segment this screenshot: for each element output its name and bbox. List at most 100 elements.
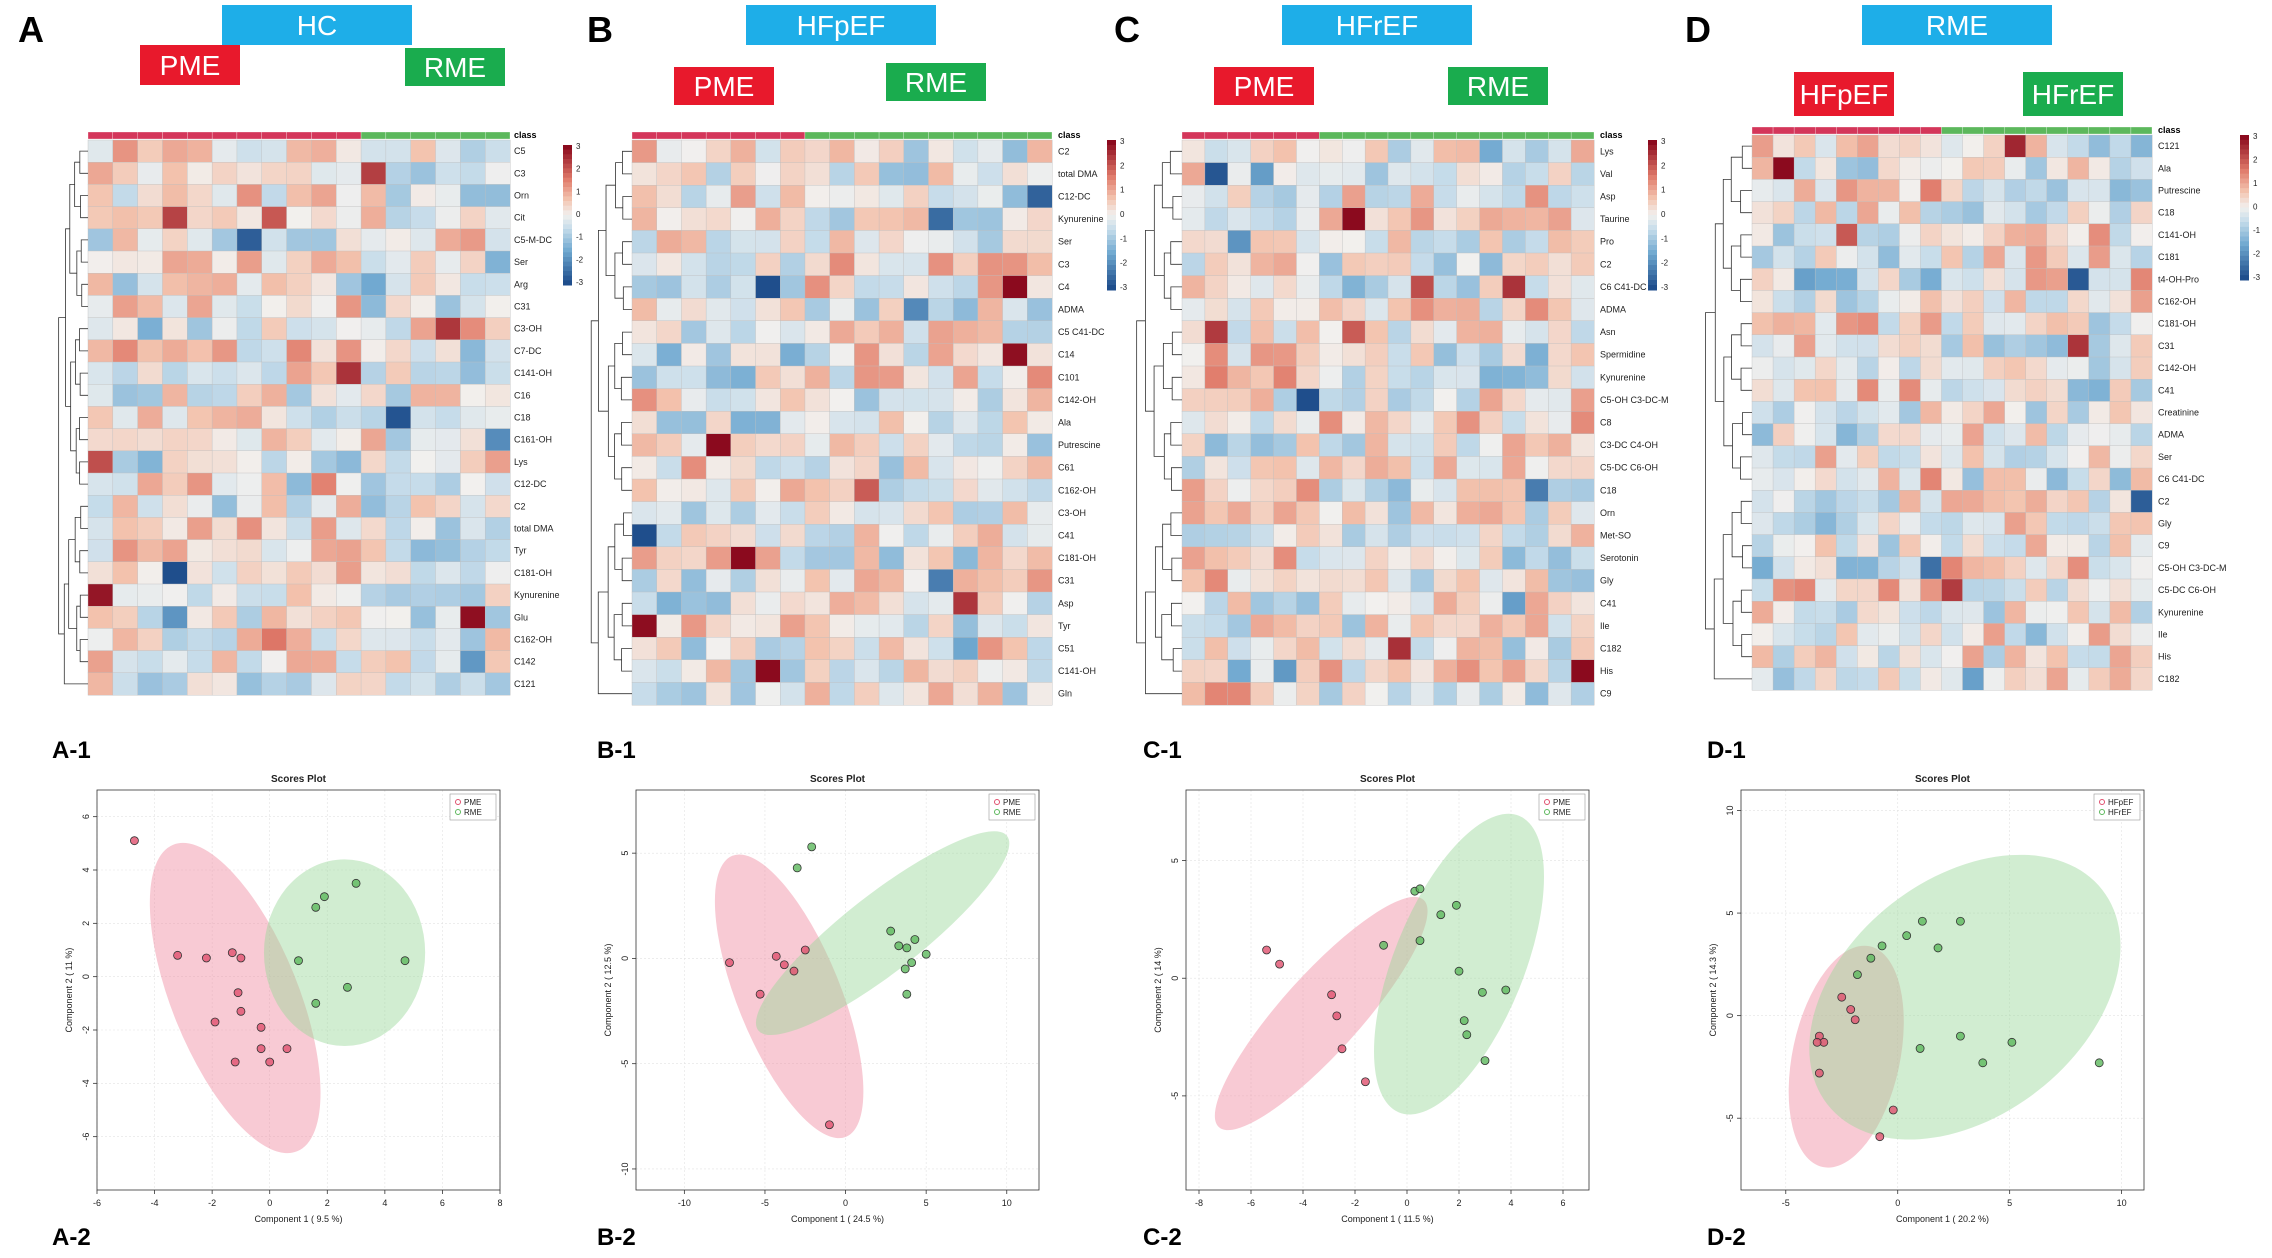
heatmap-cell xyxy=(1772,645,1795,669)
heatmap-cell xyxy=(952,433,979,457)
heatmap-cell xyxy=(705,433,732,457)
heatmap-cell xyxy=(2109,423,2132,447)
data-point xyxy=(1915,1044,1925,1053)
y-tick-label: 0 xyxy=(1725,1013,1735,1018)
heatmap-cell xyxy=(1525,139,1549,163)
heatmap-cell xyxy=(112,472,139,496)
heatmap-cell xyxy=(755,252,781,276)
heatmap-cell xyxy=(1204,501,1229,525)
class-cell xyxy=(1319,131,1343,140)
heatmap-cell xyxy=(854,637,880,661)
left-group-box xyxy=(1214,67,1314,105)
heatmap-cell xyxy=(1548,184,1572,209)
heatmap-cell xyxy=(1878,401,1900,424)
heatmap-cell xyxy=(903,252,929,276)
heatmap-cell xyxy=(311,406,337,429)
dendro-link xyxy=(1172,648,1182,672)
heatmap-cell xyxy=(1433,275,1458,299)
heatmap-cell xyxy=(1273,343,1297,367)
data-point xyxy=(265,1057,275,1067)
left-group-label: PME xyxy=(1234,71,1295,102)
heatmap-cell xyxy=(410,206,436,230)
heatmap-cell xyxy=(1273,433,1297,457)
heatmap-cell xyxy=(977,252,1003,276)
row-label: C4 xyxy=(1058,282,1070,292)
heatmap-cell xyxy=(2046,667,2069,691)
heatmap-cell xyxy=(460,450,486,474)
heatmap-cell xyxy=(1410,614,1435,638)
heatmap-cell xyxy=(1204,682,1229,706)
heatmap-cell xyxy=(829,478,855,502)
heatmap-cell xyxy=(755,343,781,367)
heatmap-cell xyxy=(2004,445,2027,469)
heatmap-cell xyxy=(1002,478,1028,502)
heatmap-cell xyxy=(952,637,979,661)
heatmap-cell xyxy=(261,428,287,452)
heatmap-cell xyxy=(1456,207,1480,231)
heatmap-cell xyxy=(878,162,905,186)
heatmap-cell xyxy=(1525,207,1549,231)
heatmap-cell xyxy=(928,230,954,254)
heatmap-cell xyxy=(1002,365,1028,389)
heatmap-cell xyxy=(1456,320,1480,344)
heatmap-cell xyxy=(1296,162,1320,186)
plot-title: Scores Plot xyxy=(1360,774,1416,785)
color-key-step xyxy=(1648,195,1657,201)
heatmap-cell xyxy=(1364,162,1389,186)
heatmap-cell xyxy=(952,275,979,299)
heatmap-cell xyxy=(1548,252,1572,276)
heatmap-cell xyxy=(1502,252,1526,276)
heatmap-cell xyxy=(1548,478,1572,502)
color-key-step xyxy=(1648,155,1657,161)
heatmap-cell xyxy=(336,539,362,563)
row-label: C18 xyxy=(1600,485,1617,495)
heatmap-cell xyxy=(1878,156,1900,180)
heatmap-cell xyxy=(112,606,139,629)
scores-label: C-2 xyxy=(1143,1224,1182,1251)
heatmap-cell xyxy=(1525,320,1549,344)
class-cell xyxy=(681,131,707,140)
data-point xyxy=(1875,1132,1885,1142)
heatmap-cell xyxy=(1941,356,1963,380)
class-cell xyxy=(780,131,806,140)
heatmap-cell xyxy=(261,561,287,585)
heatmap-cell xyxy=(187,384,213,407)
heatmap-cell xyxy=(1364,614,1389,638)
class-cell xyxy=(1815,126,1837,135)
heatmap-cell xyxy=(1227,207,1252,231)
heatmap-cell xyxy=(631,456,658,480)
heatmap-cell xyxy=(336,472,362,496)
heatmap-cell xyxy=(187,561,213,585)
heatmap-cell xyxy=(1983,512,2006,536)
heatmap-cell xyxy=(2109,667,2132,691)
plot-title: Scores Plot xyxy=(810,774,866,785)
data-point xyxy=(1415,884,1425,894)
class-label: class xyxy=(1058,130,1081,140)
data-point xyxy=(294,956,303,966)
dendro-link xyxy=(1162,523,1172,570)
panel-letter: B xyxy=(587,9,613,50)
dendro-link xyxy=(598,230,609,412)
heatmap-cell xyxy=(2088,223,2111,247)
heatmap-cell xyxy=(336,161,362,185)
heatmap-cell xyxy=(1920,512,1942,536)
data-point xyxy=(902,989,912,999)
class-cell xyxy=(1296,131,1320,140)
heatmap-cell xyxy=(1319,298,1343,322)
heatmap-cell xyxy=(460,495,486,518)
heatmap-cell xyxy=(1027,433,1053,457)
row-label: Asn xyxy=(1600,327,1616,337)
dendro-link xyxy=(79,417,88,441)
heatmap-cell xyxy=(1941,534,1963,558)
heatmap-cell xyxy=(1899,534,1921,558)
heatmap-cell xyxy=(484,428,511,452)
heatmap-cell xyxy=(1181,207,1206,231)
heatmap-cell xyxy=(1920,290,1942,313)
legend-label: PME xyxy=(1003,798,1020,807)
legend-frame xyxy=(1538,793,1586,821)
heatmap-cell xyxy=(385,495,412,518)
heatmap-cell xyxy=(460,583,486,607)
dendro-link xyxy=(1723,356,1733,447)
heatmap-cell xyxy=(1479,207,1503,231)
